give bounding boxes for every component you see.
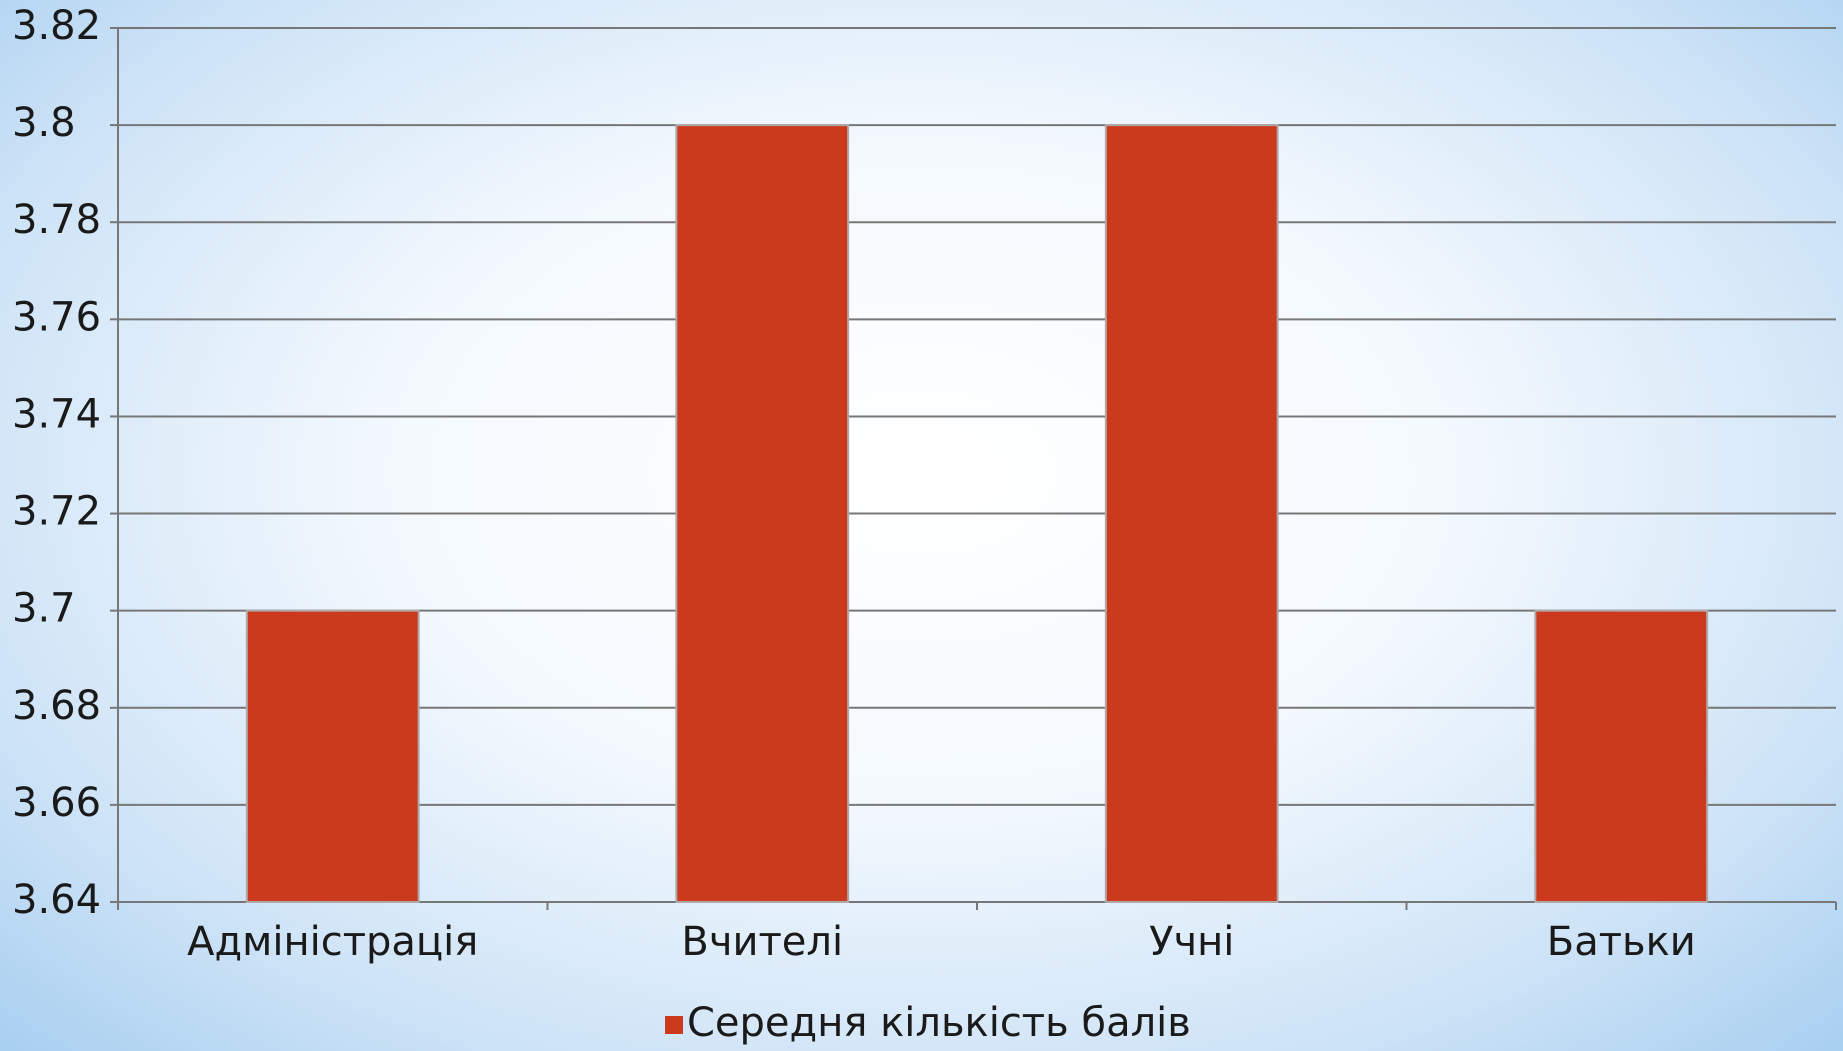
y-tick-label: 3.78 bbox=[12, 197, 101, 243]
y-tick-label: 3.82 bbox=[12, 3, 101, 49]
bar bbox=[1534, 609, 1709, 904]
bar bbox=[1104, 124, 1279, 904]
legend-label: Середня кількість балів bbox=[687, 1000, 1191, 1046]
y-tick-label: 3.68 bbox=[12, 683, 101, 729]
y-tick-label: 3.76 bbox=[12, 294, 101, 340]
bar bbox=[675, 124, 850, 904]
x-tick-label: Учні bbox=[1149, 919, 1234, 965]
x-tick-label: Вчителі bbox=[681, 919, 843, 965]
x-tick-label: Адміністрація bbox=[187, 919, 478, 965]
y-tick-label: 3.7 bbox=[12, 586, 76, 632]
y-tick-label: 3.74 bbox=[12, 391, 101, 437]
y-tick-label: 3.8 bbox=[12, 100, 76, 146]
y-tick-label: 3.66 bbox=[12, 780, 101, 826]
legend-swatch bbox=[665, 1016, 683, 1034]
bar bbox=[245, 609, 420, 904]
x-tick-label: Батьки bbox=[1547, 919, 1696, 965]
y-tick-label: 3.64 bbox=[12, 877, 101, 923]
y-tick-label: 3.72 bbox=[12, 489, 101, 535]
